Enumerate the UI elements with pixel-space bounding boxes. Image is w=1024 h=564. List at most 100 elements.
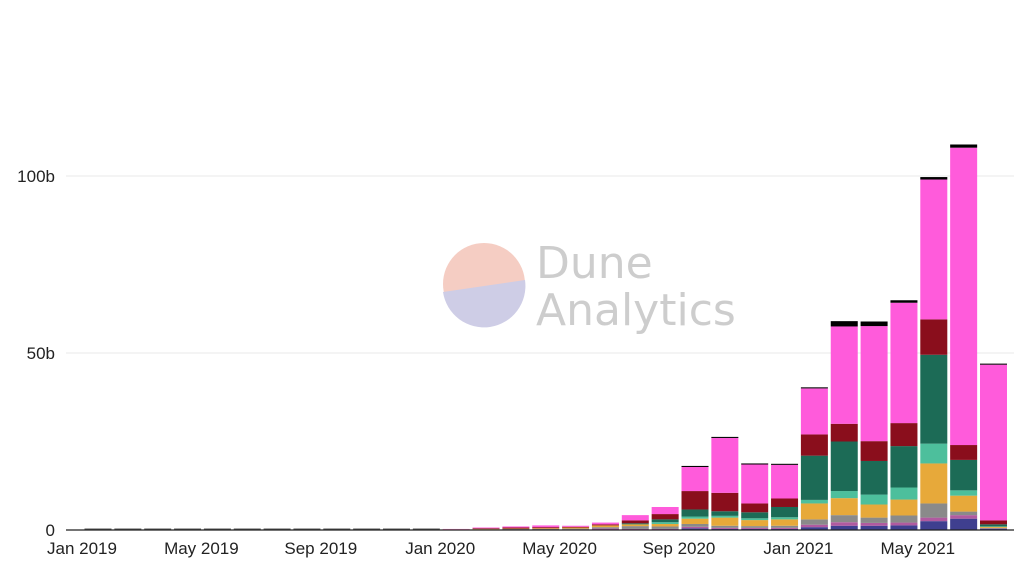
bar-segment bbox=[920, 319, 948, 355]
bar-segment bbox=[920, 179, 948, 320]
bar-segment bbox=[890, 525, 918, 530]
bar-segment bbox=[860, 522, 888, 526]
bar-segment bbox=[681, 526, 709, 529]
bar-stack bbox=[174, 528, 202, 530]
x-tick-label: Jan 2019 bbox=[47, 539, 117, 558]
bar-segment bbox=[651, 519, 679, 523]
bar-stack bbox=[711, 436, 739, 530]
bar-segment bbox=[711, 525, 739, 528]
bar-segment bbox=[532, 527, 560, 529]
bar-segment bbox=[741, 527, 769, 529]
bar-stack bbox=[562, 525, 590, 530]
x-axis-labels: Jan 2019 May 2019 Sep 2019 Jan 2020 May 2020… bbox=[47, 539, 955, 558]
bar-segment bbox=[980, 526, 1007, 528]
bar-segment bbox=[860, 494, 888, 505]
bar-segment bbox=[84, 528, 112, 530]
bar-segment bbox=[771, 498, 799, 507]
bar-segment bbox=[800, 499, 828, 504]
bar-segment bbox=[412, 528, 440, 530]
bar-segment bbox=[950, 511, 978, 516]
y-tick-label: 100b bbox=[17, 167, 55, 186]
bar-stack bbox=[383, 528, 410, 530]
bar-segment bbox=[651, 514, 679, 520]
bar-segment bbox=[562, 527, 590, 529]
bar-segment bbox=[860, 441, 888, 461]
bar-segment bbox=[532, 525, 560, 528]
bar-segment bbox=[711, 527, 739, 529]
bar-segment bbox=[353, 528, 381, 530]
x-tick-label: Sep 2020 bbox=[643, 539, 716, 558]
bar-segment bbox=[800, 387, 828, 389]
bar-segment bbox=[681, 465, 709, 467]
bar-segment bbox=[681, 528, 709, 530]
bar-stack bbox=[800, 387, 828, 530]
bar-segment bbox=[681, 466, 709, 492]
bar-segment bbox=[323, 528, 351, 530]
bar-segment bbox=[860, 525, 888, 530]
watermark-logo-bottom bbox=[443, 280, 526, 328]
bar-segment bbox=[532, 528, 560, 529]
bar-segment bbox=[472, 527, 500, 529]
bar-segment bbox=[741, 518, 769, 521]
bar-segment bbox=[711, 436, 739, 438]
bar-segment bbox=[681, 491, 709, 510]
bar-stack bbox=[114, 528, 142, 530]
bar-segment bbox=[980, 524, 1007, 527]
bar-segment bbox=[502, 527, 530, 529]
bar-segment bbox=[203, 528, 231, 530]
bar-stack bbox=[621, 515, 649, 530]
bar-segment bbox=[741, 463, 769, 465]
watermark-line2: Analytics bbox=[536, 285, 736, 336]
bar-segment bbox=[562, 526, 590, 528]
bar-segment bbox=[980, 364, 1007, 521]
x-tick-label: Sep 2019 bbox=[284, 539, 357, 558]
bar-stack bbox=[771, 463, 799, 530]
bar-segment bbox=[741, 512, 769, 519]
bar-segment bbox=[681, 518, 709, 524]
bar-segment bbox=[890, 300, 918, 303]
bar-segment bbox=[741, 503, 769, 513]
bar-segment bbox=[771, 463, 799, 465]
x-tick-label: Jan 2021 bbox=[763, 539, 833, 558]
bar-segment bbox=[800, 388, 828, 435]
bar-segment bbox=[621, 524, 649, 527]
bar-segment bbox=[830, 498, 858, 516]
bar-stack bbox=[920, 177, 948, 530]
bar-segment bbox=[800, 434, 828, 456]
bar-segment bbox=[830, 525, 858, 530]
bar-segment bbox=[890, 302, 918, 424]
bar-segment bbox=[771, 464, 799, 499]
bar-segment bbox=[621, 520, 649, 524]
x-tick-label: May 2019 bbox=[164, 539, 239, 558]
x-tick-label: Jan 2020 bbox=[405, 539, 475, 558]
bar-segment bbox=[920, 443, 948, 464]
bar-segment bbox=[920, 463, 948, 504]
bar-segment bbox=[950, 445, 978, 460]
bar-segment bbox=[830, 491, 858, 499]
bar-segment bbox=[562, 528, 590, 530]
bar-segment bbox=[711, 517, 739, 526]
bar-stack bbox=[860, 321, 888, 530]
bar-segment bbox=[830, 515, 858, 523]
bar-segment bbox=[383, 528, 410, 530]
bar-stack bbox=[950, 144, 978, 530]
bar-segment bbox=[860, 321, 888, 327]
bar-segment bbox=[263, 528, 291, 530]
bar-segment bbox=[502, 526, 530, 528]
bar-segment bbox=[591, 528, 619, 530]
bar-segment bbox=[890, 487, 918, 500]
bar-segment bbox=[174, 528, 202, 530]
bar-stack bbox=[591, 522, 619, 530]
bar-stack bbox=[84, 528, 112, 530]
bar-stack bbox=[353, 528, 381, 530]
dune-analytics-watermark: Dune Analytics bbox=[443, 238, 736, 336]
bar-stack bbox=[681, 465, 709, 530]
bar-segment bbox=[711, 492, 739, 512]
bar-segment bbox=[771, 517, 799, 520]
bar-segment bbox=[860, 460, 888, 495]
bar-segment bbox=[711, 515, 739, 518]
bar-segment bbox=[980, 520, 1007, 525]
bar-segment bbox=[741, 520, 769, 527]
bar-segment bbox=[591, 522, 619, 525]
